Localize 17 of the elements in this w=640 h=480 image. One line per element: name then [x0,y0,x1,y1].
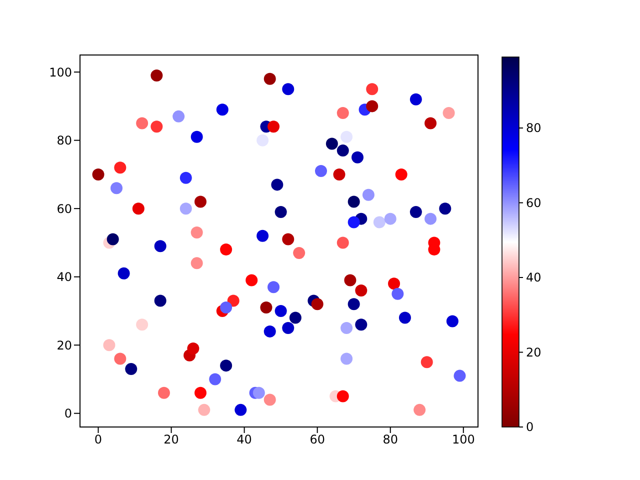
y-tick-label: 0 [64,406,72,421]
x-tick-label: 20 [164,432,179,447]
color-bar-label: 60 [526,196,542,210]
y-tick-label: 100 [49,65,72,80]
x-tick-label: 60 [310,432,325,447]
y-tick-label: 60 [56,202,72,216]
y-tick-label: 40 [56,270,72,284]
x-tick-label: 0 [94,432,102,447]
color-bar-label: 20 [526,345,542,360]
x-tick-label: 80 [382,432,398,447]
x-tick-label: 100 [452,432,475,447]
color-bar-label: 40 [526,270,542,285]
color-bar-label: 80 [526,121,542,136]
y-tick-label: 80 [56,134,72,148]
y-tick-label: 20 [56,338,72,352]
x-tick-label: 40 [236,432,252,447]
color-bar-label: 0 [526,420,534,434]
